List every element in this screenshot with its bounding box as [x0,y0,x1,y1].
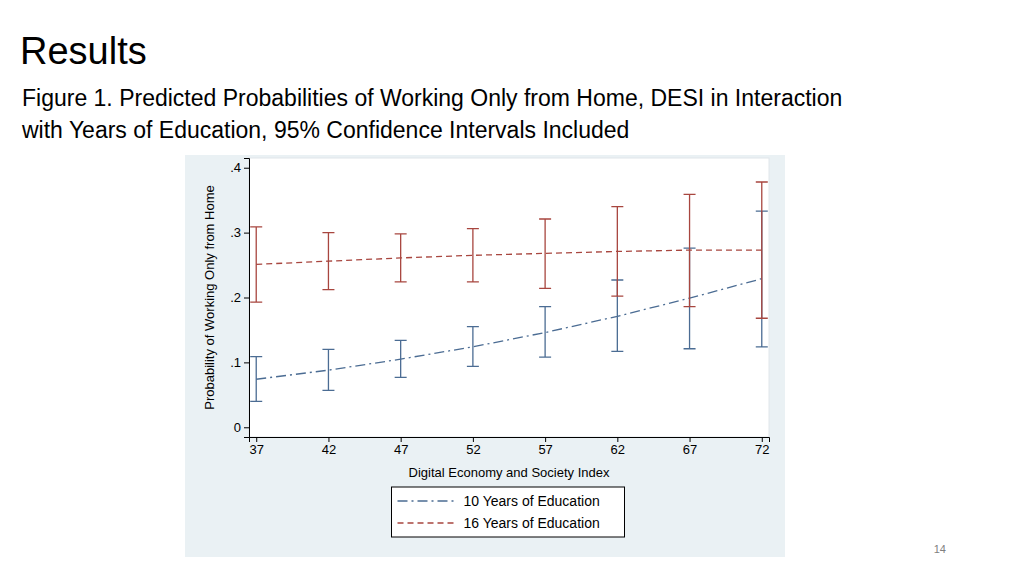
y-tick-mark [244,168,249,169]
y-tick-mark [244,233,249,234]
y-axis-title: Probability of Working Only from Home [202,185,217,409]
y-tick-label: .4 [230,160,241,175]
figure-caption: with Years of Education, 95% Confidence … [21,117,629,143]
y-axis: 0 .1 .2 .3 .4 [230,159,249,438]
series-line [256,279,762,380]
y-tick: 0 [234,420,249,435]
x-tick: 67 [683,437,697,457]
y-tick-mark [244,362,249,363]
legend-label: 16 Years of Education [464,515,600,531]
graph-region [185,155,785,557]
y-tick-mark [244,298,249,299]
y-tick-label: .3 [230,225,241,240]
slide: Results Figure 1. Predicted Probabilities… [0,0,1024,576]
y-axis-line [244,159,250,438]
x-tick: 72 [755,437,769,457]
series-line [256,250,762,264]
legend: 10 Years of Education 16 Years of Educati… [392,487,625,537]
legend-label: 10 Years of Education [464,493,600,509]
y-tick: .3 [230,225,249,240]
y-tick-mark [244,427,249,428]
legend-box [392,487,625,537]
x-tick-label: 72 [755,442,769,457]
x-tick-label: 67 [683,442,697,457]
y-tick-label: .1 [230,355,241,370]
figure-caption: Figure 1. Predicted Probabilities of Wor… [22,85,842,111]
error-bar [539,307,551,358]
slide-heading: Results [20,30,147,72]
x-tick: 42 [322,437,336,457]
x-tick: 47 [394,437,408,457]
legend-swatch [398,522,455,523]
x-tick-label: 37 [249,442,263,457]
page-number: 14 [934,543,946,555]
y-tick: .4 [230,160,249,175]
error-bar [322,349,334,390]
x-axis-title: Digital Economy and Society Index [409,465,610,480]
x-tick-label: 62 [611,442,625,457]
legend-swatch [398,500,455,501]
y-tick: .2 [230,290,249,305]
plot-region [249,158,769,437]
series [250,182,768,318]
y-tick-label: 0 [234,420,241,435]
x-tick-label: 42 [322,442,336,457]
x-tick-label: 47 [394,442,408,457]
x-tick: 52 [466,437,480,457]
x-tick-label: 57 [538,442,552,457]
x-tick: 62 [611,437,625,457]
plot-marks [250,182,768,401]
x-tick: 37 [249,437,263,457]
y-tick: .1 [230,355,249,370]
x-axis: 37 42 47 52 57 62 67 72 [249,437,769,457]
y-tick-label: .2 [230,290,241,305]
x-tick: 57 [538,437,552,457]
x-tick-label: 52 [466,442,480,457]
